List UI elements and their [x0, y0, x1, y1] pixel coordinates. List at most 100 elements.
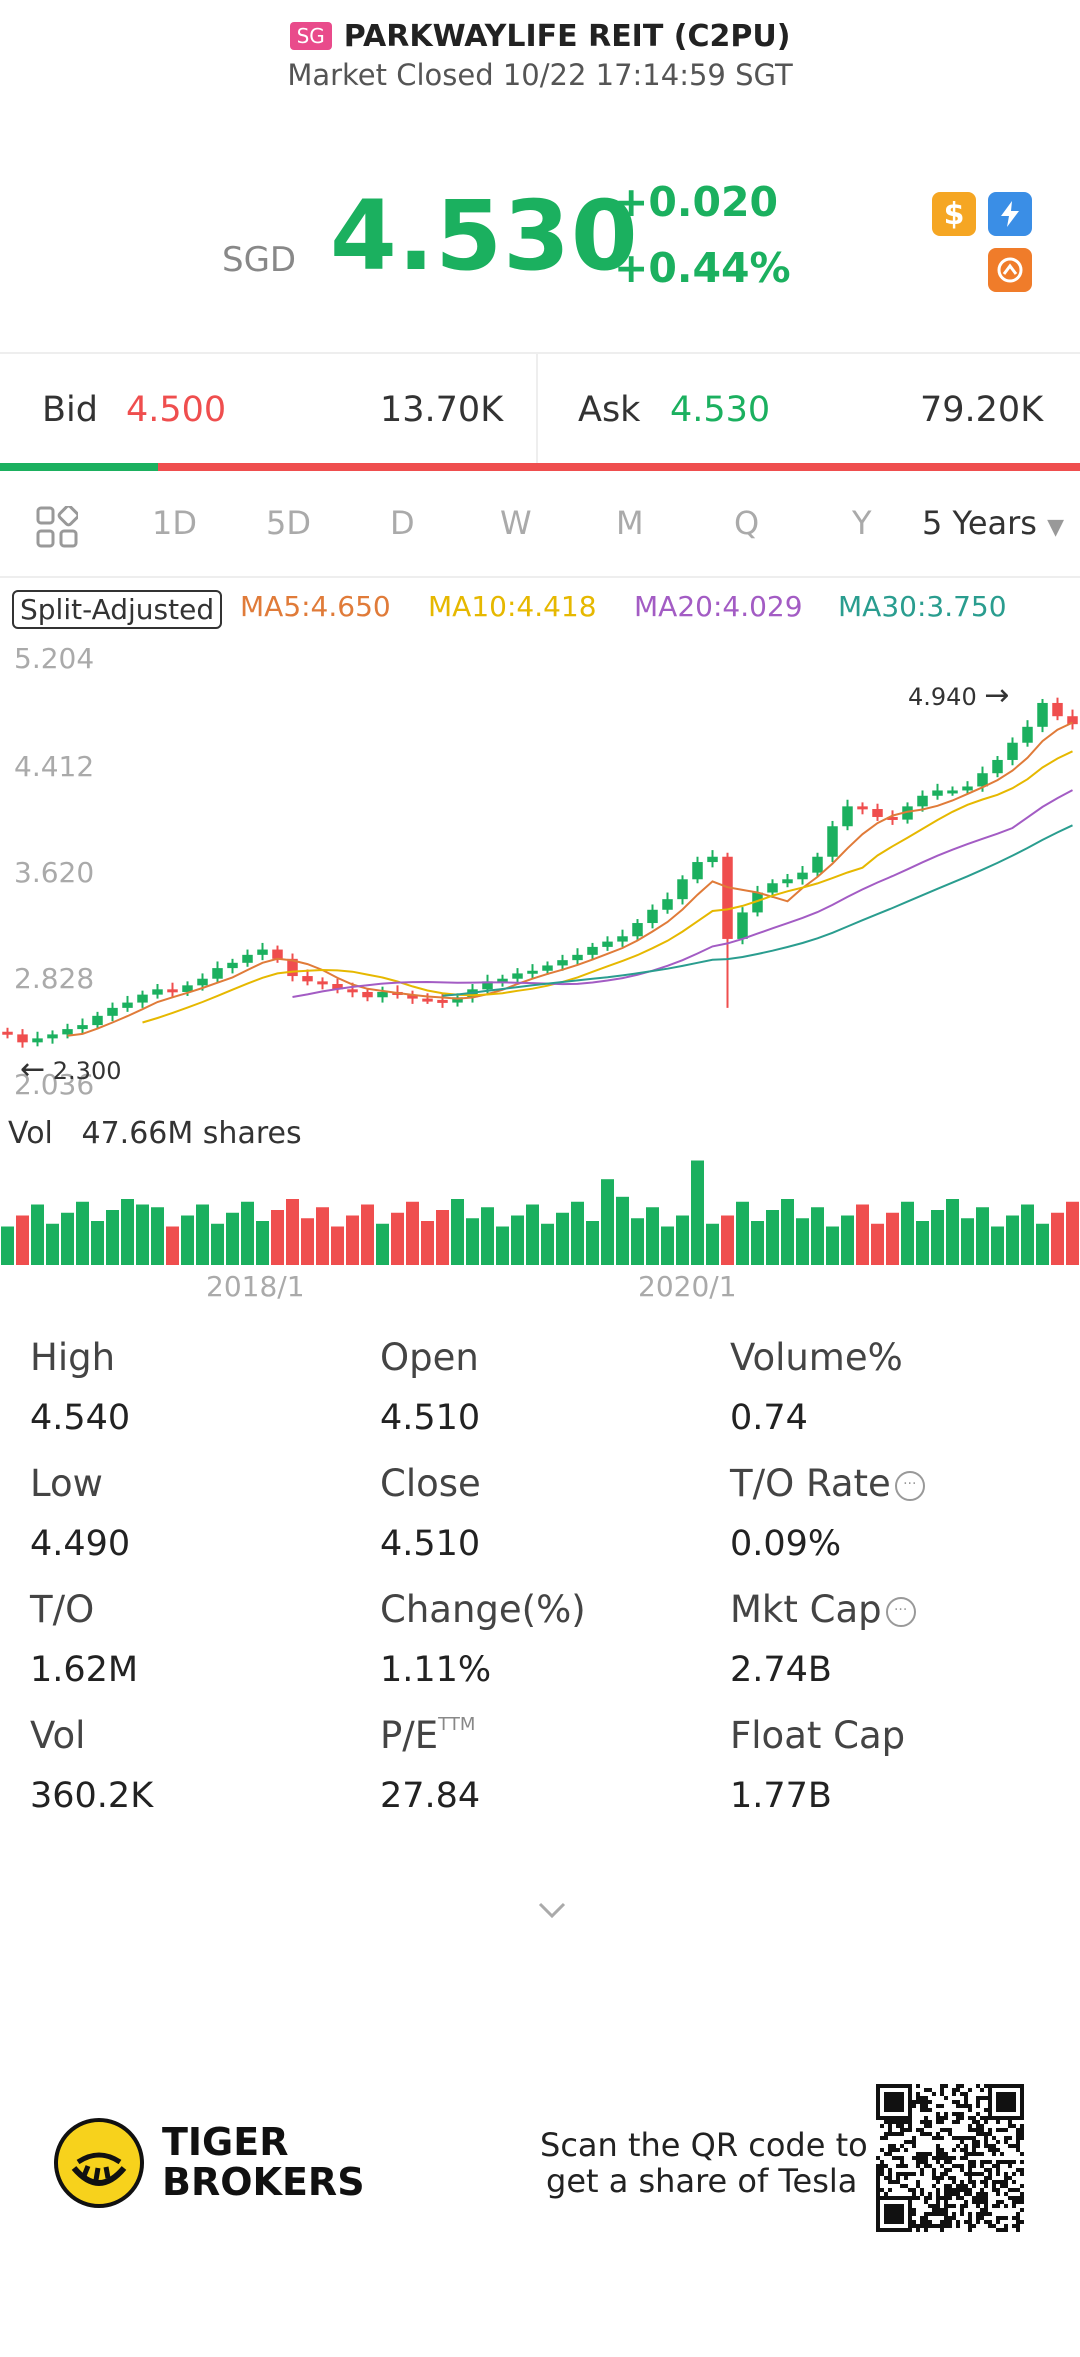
stat-value: 360.2K [30, 1776, 154, 1816]
qr-module [1020, 2200, 1024, 2204]
qr-module [940, 2152, 944, 2156]
qr-module [1012, 2188, 1016, 2192]
qr-module [908, 2188, 912, 2192]
qr-module [912, 2104, 916, 2108]
qr-module [876, 2156, 880, 2160]
stat-value: 4.510 [380, 1524, 481, 1564]
qr-module [960, 2148, 964, 2152]
candle-body [137, 994, 148, 1003]
qr-module [968, 2116, 972, 2120]
qr-module [936, 2204, 940, 2208]
qr-module [944, 2216, 948, 2220]
market-status: Market Closed 10/22 17:14:59 SGT [287, 58, 793, 92]
stat-label-with-info[interactable]: Mkt Cap ··· [730, 1588, 916, 1631]
qr-module [888, 2180, 892, 2184]
qr-module [928, 2212, 932, 2216]
qr-module [896, 2176, 900, 2180]
qr-module [984, 2184, 988, 2188]
qr-module [972, 2172, 976, 2176]
volume-bar [751, 1221, 764, 1265]
volume-chart[interactable] [0, 1150, 1080, 1265]
qr-module [948, 2196, 952, 2200]
candle-body [1067, 716, 1078, 725]
tab-year[interactable]: Y [852, 504, 872, 542]
expand-chevron-icon[interactable] [536, 1900, 568, 1920]
qr-module [972, 2164, 976, 2168]
bid-strength-bar [0, 463, 158, 471]
tab-5d[interactable]: 5D [266, 504, 311, 542]
qr-module [932, 2156, 936, 2160]
tab-5-years[interactable]: 5 Years ▼ [922, 504, 1064, 542]
volume-bar [121, 1199, 134, 1265]
info-icon[interactable]: ··· [894, 1470, 925, 1501]
qr-module [956, 2196, 960, 2200]
qr-module [884, 2204, 904, 2224]
qr-module [944, 2184, 948, 2188]
x-axis-label: 2018/1 [206, 1270, 305, 1303]
qr-module [936, 2192, 940, 2196]
volume-bar [631, 1218, 644, 1265]
qr-module [920, 2220, 924, 2224]
candle-body [47, 1034, 58, 1039]
stat-label: Vol [30, 1714, 86, 1757]
qr-module [1012, 2160, 1016, 2164]
qr-module [1004, 2184, 1008, 2188]
price-chart[interactable] [0, 640, 1080, 1100]
qr-module [932, 2208, 936, 2212]
tab-month[interactable]: M [616, 504, 644, 542]
qr-module [876, 2164, 880, 2168]
qr-module [924, 2120, 928, 2124]
ma20-line [292, 789, 1073, 998]
qr-module [944, 2208, 948, 2212]
qr-module [924, 2160, 928, 2164]
ask-size: 79.20K [920, 390, 1044, 430]
qr-module [948, 2192, 952, 2196]
qr-module [936, 2176, 940, 2180]
qr-module [876, 2188, 880, 2192]
volume-bar [961, 1218, 974, 1265]
candle-body [977, 773, 988, 787]
qr-module [948, 2216, 952, 2220]
tab-day[interactable]: D [390, 504, 415, 542]
candle-body [437, 999, 448, 1003]
qr-module [904, 2172, 908, 2176]
volume-bar [346, 1215, 359, 1265]
candle-body [152, 989, 163, 995]
dollar-icon[interactable]: $ [932, 192, 976, 236]
qr-module [956, 2164, 960, 2168]
qr-module [884, 2092, 904, 2112]
qr-module [976, 2104, 980, 2108]
volume-title: Vol [8, 1116, 53, 1151]
lightning-icon[interactable] [988, 192, 1032, 236]
candle-body [767, 883, 778, 893]
qr-module [892, 2148, 896, 2152]
qr-module [944, 2192, 948, 2196]
candle-body [197, 978, 208, 986]
info-icon[interactable]: ··· [885, 1596, 916, 1627]
tab-week[interactable]: W [500, 504, 532, 542]
qr-module [968, 2216, 972, 2220]
qr-module [976, 2084, 980, 2088]
qr-module [960, 2104, 964, 2108]
period-tabs: 1D 5D D W M Q Y 5 Years ▼ [0, 490, 1080, 560]
dr-icon[interactable] [988, 248, 1032, 292]
qr-module [988, 2144, 992, 2148]
qr-module [924, 2152, 928, 2156]
volume-bar [1066, 1201, 1079, 1265]
qr-module [900, 2120, 904, 2124]
qr-module [900, 2172, 904, 2176]
qr-module [968, 2176, 972, 2180]
split-adjusted-button[interactable]: Split-Adjusted [12, 590, 223, 629]
qr-module [980, 2124, 984, 2128]
candle-body [857, 806, 868, 810]
qr-module [972, 2196, 976, 2200]
candle-body [482, 981, 493, 990]
stat-label-with-info[interactable]: T/O Rate ··· [730, 1462, 925, 1505]
qr-module [996, 2200, 1000, 2204]
tab-quarter[interactable]: Q [734, 504, 760, 542]
qr-module [916, 2196, 920, 2200]
qr-module [876, 2172, 880, 2176]
tab-1d[interactable]: 1D [152, 504, 197, 542]
grid-icon[interactable] [36, 506, 78, 548]
qr-module [900, 2124, 904, 2128]
